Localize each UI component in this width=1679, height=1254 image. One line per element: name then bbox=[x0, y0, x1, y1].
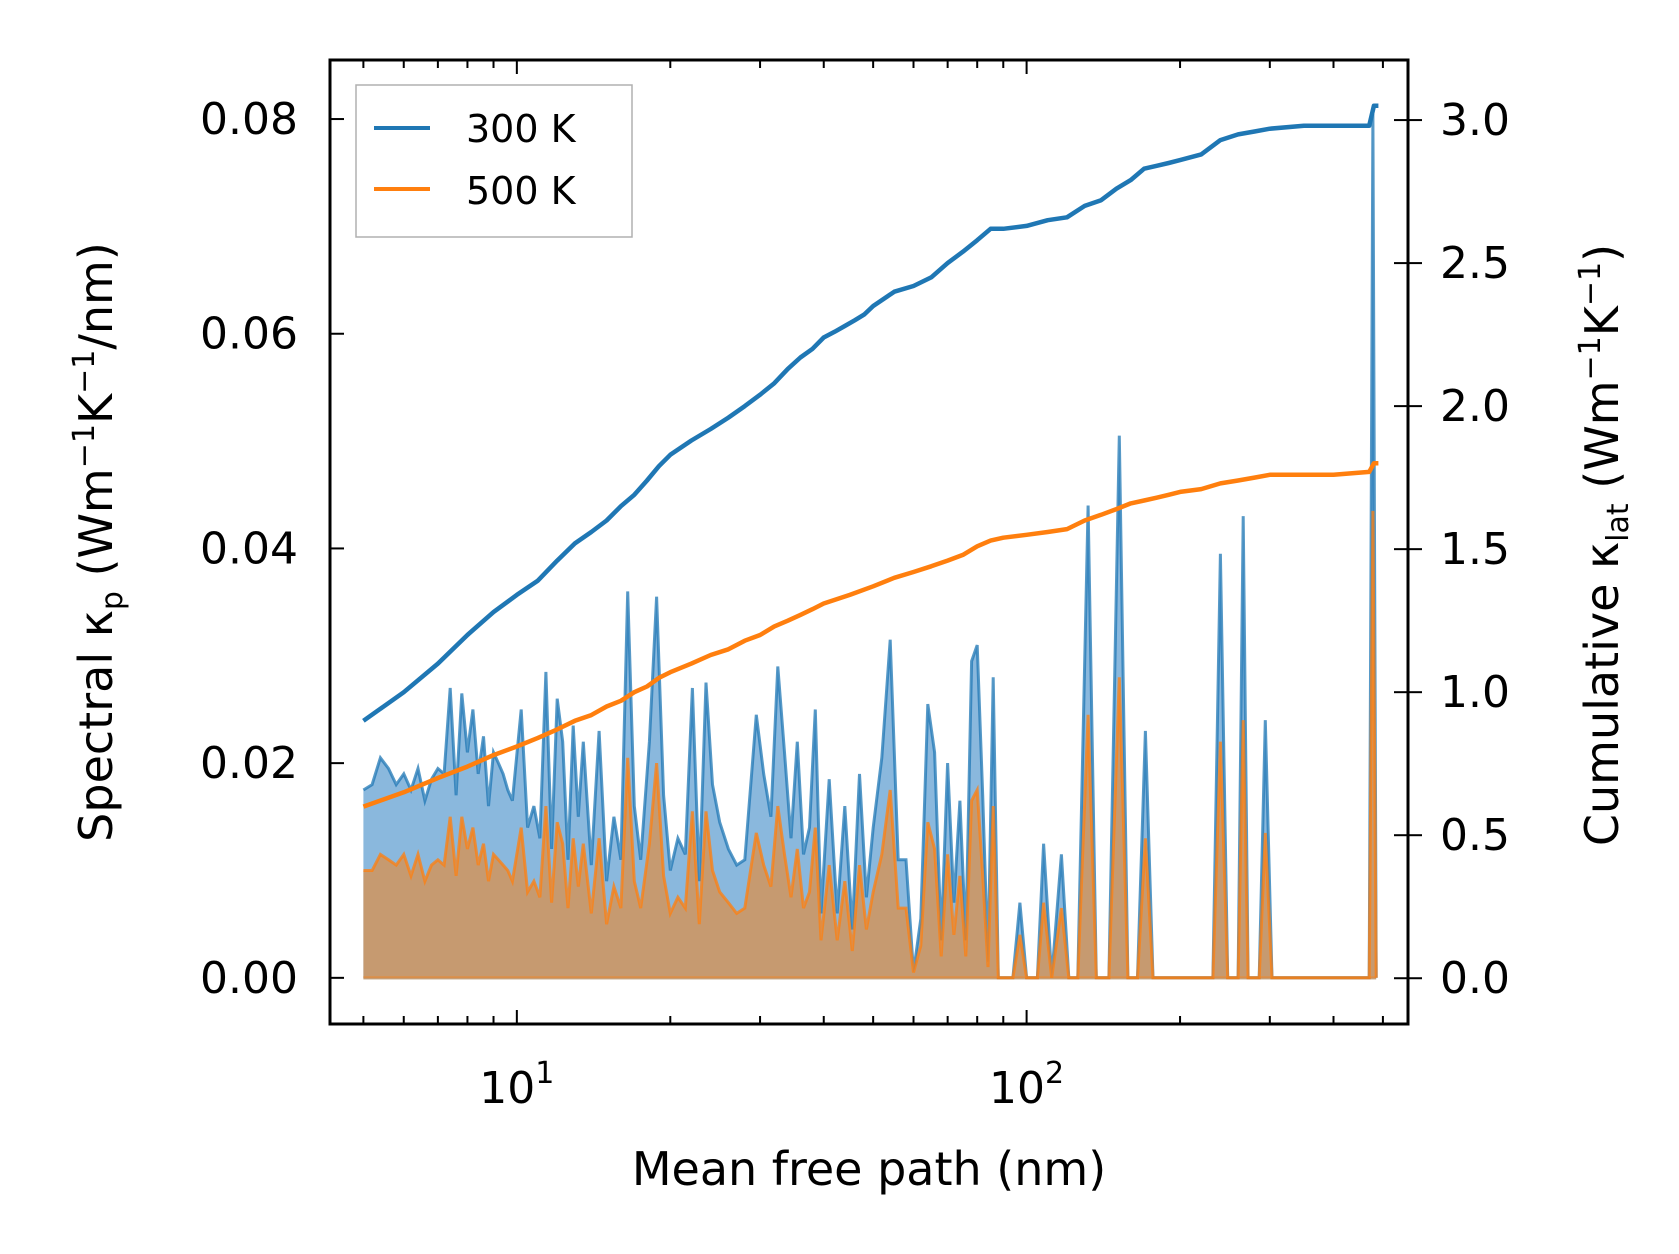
cumulative-line-300k bbox=[362, 103, 1379, 723]
spectral-fill-500k bbox=[363, 510, 1377, 978]
y-right-tick-label: 1.5 bbox=[1440, 524, 1510, 575]
x-tick-label: 102 bbox=[989, 1056, 1064, 1114]
y-left-tick-label: 0.08 bbox=[200, 94, 298, 145]
y-axis-right-title: Cumulative κlat (Wm−1K−1) bbox=[1573, 244, 1636, 846]
y-right-tick-label: 2.0 bbox=[1440, 381, 1510, 432]
legend-label-300k: 300 K bbox=[466, 107, 577, 151]
spectral-fills bbox=[362, 113, 1378, 980]
tick-labels: 101 102 0.00 0.02 0.04 0.06 0.08 0.0 0.5 1.0 1.5 2.… bbox=[200, 94, 1510, 1114]
y-left-tick-label: 0.06 bbox=[200, 309, 298, 360]
y-left-tick-label: 0.02 bbox=[200, 738, 298, 789]
cumulative-line-500k bbox=[362, 461, 1379, 809]
y-right-tick-label: 1.0 bbox=[1440, 667, 1510, 718]
cumulative-lines bbox=[362, 103, 1379, 809]
plot-frame bbox=[328, 58, 1410, 1026]
y-axis-left-title: Spectral κp (Wm−1K−1/nm) bbox=[67, 242, 130, 842]
y-right-tick-label: 0.0 bbox=[1440, 953, 1510, 1004]
y-left-tick-label: 0.00 bbox=[200, 953, 298, 1004]
spectral-line-500k bbox=[363, 510, 1378, 980]
x-axis-title: Mean free path (nm) bbox=[632, 1142, 1106, 1196]
legend: 300 K 500 K bbox=[355, 84, 633, 238]
y-left-tick-label: 0.04 bbox=[200, 523, 298, 574]
legend-box bbox=[355, 84, 633, 238]
legend-label-500k: 500 K bbox=[466, 169, 577, 213]
axis-ticks bbox=[330, 60, 1422, 1024]
y-right-tick-label: 3.0 bbox=[1440, 95, 1510, 146]
x-tick-label: 101 bbox=[479, 1056, 554, 1114]
y-right-tick-label: 2.5 bbox=[1440, 238, 1510, 289]
y-right-tick-label: 0.5 bbox=[1440, 810, 1510, 861]
